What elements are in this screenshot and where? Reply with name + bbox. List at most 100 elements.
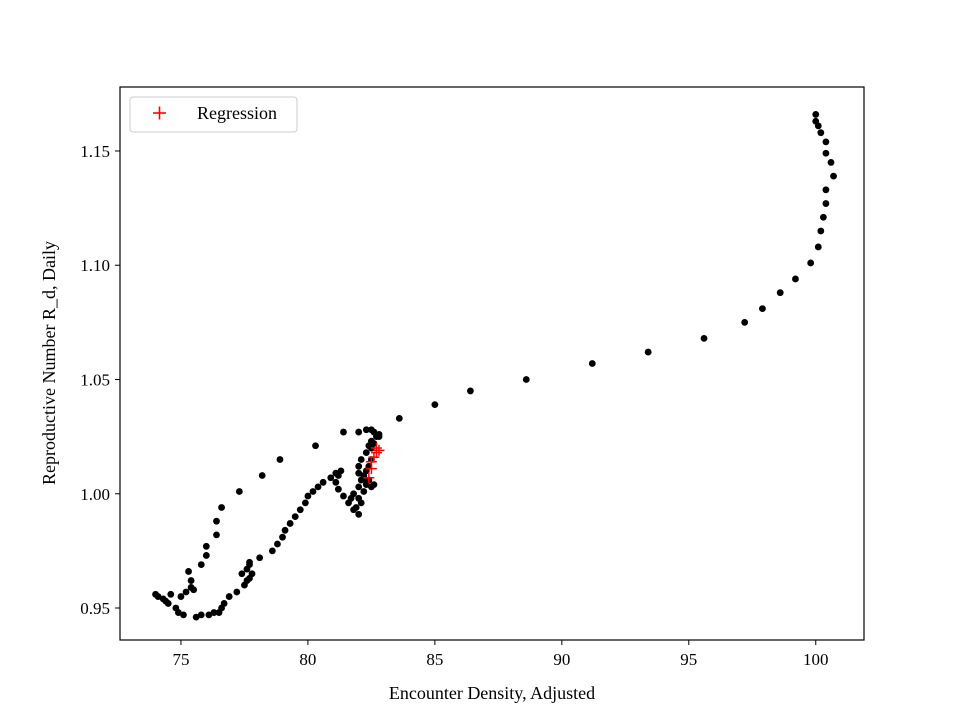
data-point	[352, 504, 360, 511]
data-point	[312, 442, 319, 450]
data-point	[309, 488, 317, 495]
data-point	[235, 488, 243, 495]
x-tick-label: 75	[172, 650, 189, 669]
data-point	[268, 547, 276, 555]
data-point	[355, 469, 363, 477]
legend: Regression	[129, 96, 298, 133]
data-point	[164, 600, 172, 607]
data-point	[192, 613, 200, 621]
data-point	[210, 609, 218, 616]
data-point	[258, 472, 266, 479]
data-point	[340, 428, 347, 436]
data-point	[319, 478, 327, 486]
data-point	[334, 485, 342, 493]
data-point	[812, 111, 820, 118]
data-point	[304, 492, 312, 500]
data-point	[759, 305, 766, 313]
data-point	[355, 483, 363, 491]
data-point	[218, 504, 225, 511]
data-point	[370, 428, 378, 436]
data-point	[367, 483, 375, 491]
data-point	[238, 570, 246, 578]
legend-marker-plus-icon	[153, 106, 166, 120]
data-point	[291, 513, 299, 521]
data-point	[327, 474, 335, 482]
data-point	[281, 526, 289, 534]
data-point	[807, 259, 815, 267]
data-point	[279, 533, 286, 541]
data-point	[248, 570, 256, 578]
data-point	[814, 122, 822, 130]
data-point	[205, 611, 213, 619]
data-point	[827, 159, 835, 166]
data-point	[220, 600, 228, 607]
data-point	[202, 552, 210, 559]
data-point	[213, 517, 220, 525]
regression-point	[365, 456, 377, 468]
x-tick-label: 85	[426, 650, 443, 669]
data-point	[817, 227, 825, 235]
data-point	[340, 492, 347, 500]
data-point	[365, 442, 373, 450]
x-axis-label: Encounter Density, Adjusted	[389, 683, 595, 703]
data-point	[362, 449, 370, 457]
legend-label-regression: Regression	[197, 103, 277, 123]
y-tick-label: 1.00	[80, 485, 110, 504]
data-point	[431, 401, 439, 409]
data-point	[225, 593, 233, 600]
data-point	[296, 506, 304, 514]
data-point	[202, 542, 210, 550]
data-point	[467, 387, 474, 395]
y-axis: 0.95 1.00 1.05 1.10 1.15	[80, 142, 120, 618]
x-tick-label: 90	[553, 650, 570, 669]
regression-point	[363, 472, 375, 484]
data-point	[190, 586, 198, 594]
data-point	[314, 483, 322, 491]
data-point	[197, 611, 205, 619]
series-regression	[363, 442, 385, 484]
data-point	[286, 520, 294, 527]
data-point	[522, 376, 530, 383]
data-point	[177, 593, 185, 600]
data-point	[700, 334, 708, 342]
regression-point	[373, 444, 385, 456]
data-point	[357, 456, 365, 463]
data-point	[152, 590, 159, 598]
data-point	[355, 462, 363, 470]
data-point	[334, 472, 342, 479]
data-point	[182, 588, 190, 596]
data-point	[197, 561, 205, 568]
data-point	[213, 531, 220, 539]
data-point	[256, 554, 264, 562]
data-point	[246, 558, 253, 566]
data-point	[301, 499, 309, 507]
data-point	[355, 510, 363, 518]
data-point	[185, 568, 192, 575]
data-point	[817, 129, 825, 137]
data-point	[360, 488, 368, 495]
data-point	[822, 138, 830, 146]
data-point	[180, 611, 187, 619]
plot-area-frame	[119, 86, 865, 641]
data-point	[644, 348, 652, 356]
data-point	[375, 433, 383, 441]
legend-box	[129, 96, 298, 133]
data-point	[819, 213, 827, 221]
data-point	[830, 172, 837, 180]
data-point	[187, 577, 195, 584]
data-point	[822, 149, 830, 157]
regression-point	[370, 442, 382, 454]
data-point	[175, 609, 182, 616]
data-point	[362, 426, 370, 434]
data-point	[276, 456, 284, 463]
y-tick-label: 1.10	[80, 256, 110, 275]
data-point	[822, 200, 830, 207]
data-layer	[152, 111, 837, 621]
data-point	[814, 243, 822, 251]
data-point	[792, 275, 799, 283]
regression-point	[368, 451, 380, 463]
data-point	[159, 595, 167, 603]
data-point	[355, 428, 363, 436]
data-point	[233, 588, 241, 596]
data-point	[357, 499, 365, 507]
